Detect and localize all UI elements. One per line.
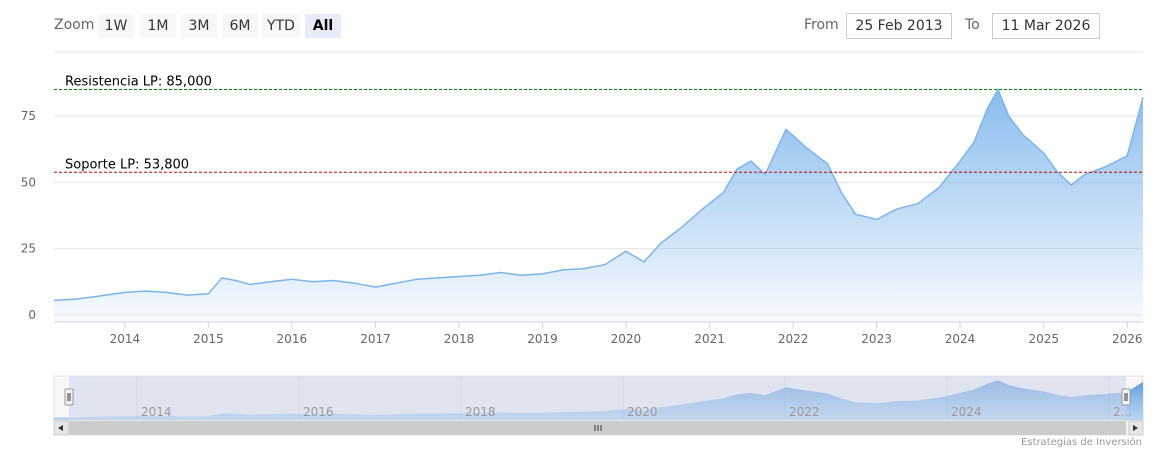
navigator[interactable]: 2014 2016 2018 2020 2022 2024 2... bbox=[54, 376, 1143, 420]
x-tick-label: 2022 bbox=[778, 332, 809, 346]
support-label: Soporte LP: 53,800 bbox=[65, 157, 189, 172]
x-tick-label: 2014 bbox=[110, 332, 141, 346]
navigator-left-handle[interactable] bbox=[65, 389, 73, 405]
x-tick-label: 2025 bbox=[1028, 332, 1059, 346]
x-tick-label: 2024 bbox=[945, 332, 976, 346]
x-tick-label: 2023 bbox=[861, 332, 892, 346]
price-area bbox=[54, 90, 1143, 323]
y-axis-ticks: 0 25 50 75 bbox=[21, 109, 36, 322]
x-tick-label: 2016 bbox=[277, 332, 308, 346]
x-axis-ticks: 2014 2015 2016 2017 2018 2019 2020 2021 2022 2023… bbox=[110, 322, 1143, 346]
navigator-label: 2016 bbox=[303, 405, 334, 419]
x-tick-label: 2018 bbox=[444, 332, 475, 346]
navigator-label: 2020 bbox=[627, 405, 658, 419]
navigator-label: 2014 bbox=[141, 405, 172, 419]
x-tick-label: 2026 bbox=[1112, 332, 1143, 346]
x-tick-label: 2017 bbox=[360, 332, 391, 346]
y-tick-label: 75 bbox=[21, 109, 36, 123]
resistance-label: Resistencia LP: 85,000 bbox=[65, 74, 212, 89]
x-tick-label: 2020 bbox=[611, 332, 642, 346]
y-tick-label: 25 bbox=[21, 242, 36, 256]
scrollbar[interactable] bbox=[54, 421, 1143, 435]
credit-link[interactable]: Estrategias de Inversión bbox=[1021, 437, 1142, 448]
x-tick-label: 2021 bbox=[694, 332, 725, 346]
x-tick-label: 2019 bbox=[527, 332, 558, 346]
navigator-label: 2... bbox=[1113, 405, 1132, 419]
y-tick-label: 0 bbox=[28, 308, 36, 322]
navigator-label: 2018 bbox=[465, 405, 496, 419]
y-tick-label: 50 bbox=[21, 175, 36, 189]
navigator-label: 2022 bbox=[789, 405, 820, 419]
navigator-right-handle[interactable] bbox=[1122, 389, 1130, 405]
x-tick-label: 2015 bbox=[193, 332, 224, 346]
navigator-label: 2024 bbox=[951, 405, 982, 419]
